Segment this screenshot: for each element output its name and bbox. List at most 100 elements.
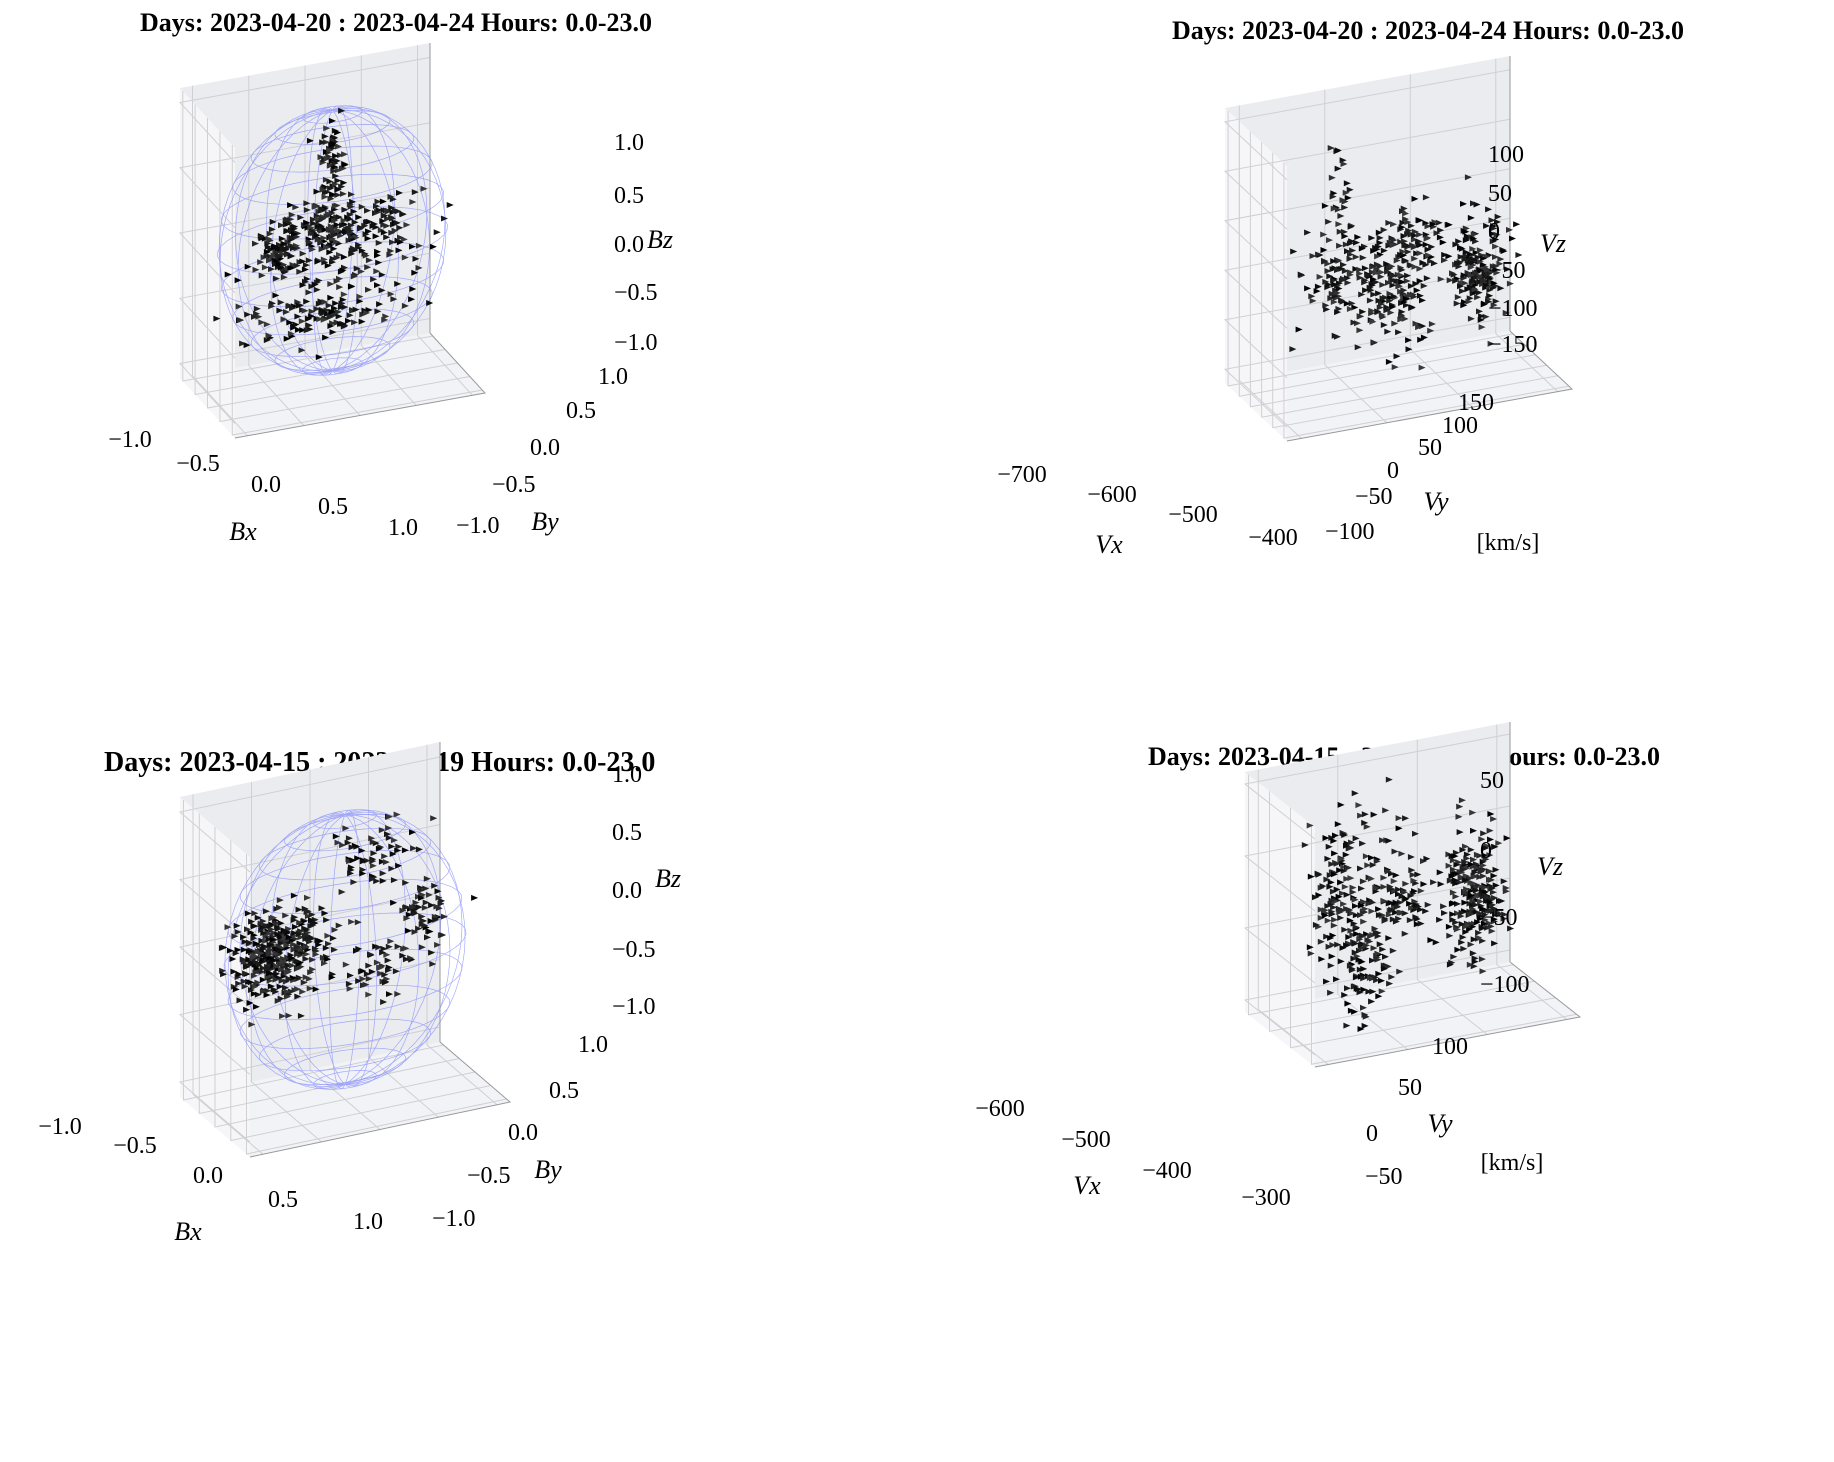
data-point xyxy=(277,920,285,927)
data-point xyxy=(1460,200,1467,207)
data-point xyxy=(316,938,324,944)
z-tick-label: 100 xyxy=(1488,142,1524,168)
data-point xyxy=(411,910,419,917)
data-point xyxy=(1340,261,1347,268)
data-point xyxy=(1478,956,1486,963)
data-point xyxy=(1417,336,1425,343)
data-point xyxy=(339,296,347,303)
data-point xyxy=(1509,235,1516,242)
data-point xyxy=(263,249,271,255)
data-point xyxy=(1317,938,1325,945)
data-point xyxy=(1450,900,1458,907)
data-point xyxy=(1328,911,1336,918)
data-point xyxy=(1452,870,1460,877)
data-point xyxy=(1353,930,1361,937)
data-point xyxy=(1349,247,1357,254)
data-point xyxy=(1387,899,1395,906)
data-point xyxy=(1472,270,1480,276)
data-point xyxy=(350,273,358,280)
y-tick-label: −50 xyxy=(1365,1164,1403,1190)
z-tick-label: 0.5 xyxy=(614,183,644,209)
data-point xyxy=(253,310,261,317)
data-point xyxy=(287,216,295,223)
data-point xyxy=(379,870,387,877)
data-point xyxy=(1356,313,1364,320)
grid-line-y xyxy=(207,118,458,409)
data-point xyxy=(1345,864,1352,871)
data-point xyxy=(1424,901,1432,908)
data-point xyxy=(1412,280,1420,287)
data-point xyxy=(303,327,311,334)
data-point xyxy=(374,282,381,289)
data-point xyxy=(1495,840,1503,847)
data-point xyxy=(318,215,326,222)
data-point xyxy=(272,950,280,957)
data-point xyxy=(1392,899,1400,906)
data-point xyxy=(1463,886,1471,893)
data-point xyxy=(429,961,437,967)
x-axis-label: Bx xyxy=(174,1217,202,1246)
data-point xyxy=(1352,912,1360,919)
data-point xyxy=(1391,320,1399,327)
data-point xyxy=(431,882,439,889)
sphere-longitude xyxy=(239,814,346,1085)
data-point xyxy=(1335,305,1343,312)
data-point xyxy=(1344,194,1352,201)
data-point xyxy=(428,902,436,909)
data-point xyxy=(250,990,258,997)
data-point xyxy=(252,240,259,247)
data-point xyxy=(1309,253,1317,259)
data-point xyxy=(1401,315,1409,322)
data-point xyxy=(1351,790,1359,797)
data-point xyxy=(1500,878,1508,885)
data-point xyxy=(294,986,302,993)
z-tick-label: −50 xyxy=(1488,258,1526,284)
data-point xyxy=(259,988,267,995)
data-point xyxy=(432,916,440,923)
data-point xyxy=(251,983,259,990)
data-point xyxy=(302,955,310,962)
data-point xyxy=(1473,851,1481,858)
data-point xyxy=(338,889,346,895)
data-point xyxy=(1480,255,1488,262)
data-point xyxy=(329,140,337,147)
panel-top-left: Days: 2023-04-20 : 2023-04-24 Hours: 0.0… xyxy=(0,0,860,700)
data-point xyxy=(1411,228,1419,235)
data-point xyxy=(1347,927,1355,934)
data-point xyxy=(339,222,347,229)
data-point xyxy=(1420,881,1428,888)
data-point xyxy=(328,308,336,315)
grid-line-y xyxy=(1227,110,1514,387)
data-point xyxy=(1337,914,1345,921)
data-point xyxy=(380,945,388,952)
data-point xyxy=(346,216,354,223)
data-point xyxy=(300,979,308,986)
data-point xyxy=(1487,340,1495,347)
data-point xyxy=(327,233,335,240)
data-point xyxy=(274,997,282,1004)
data-point xyxy=(373,268,381,275)
data-point xyxy=(1449,889,1457,896)
data-point xyxy=(297,1012,305,1019)
data-point xyxy=(1472,893,1480,900)
data-point xyxy=(1428,321,1436,327)
data-point xyxy=(310,220,318,227)
data-point xyxy=(258,937,266,944)
data-point xyxy=(1372,884,1380,891)
data-point xyxy=(317,239,325,246)
data-point xyxy=(278,966,285,973)
data-point xyxy=(332,152,340,159)
data-point xyxy=(354,855,362,862)
data-point xyxy=(1360,898,1367,905)
data-point xyxy=(257,259,265,266)
data-point xyxy=(375,239,383,246)
data-point xyxy=(339,165,347,172)
data-point xyxy=(420,185,428,192)
y-axis-label: By xyxy=(531,507,559,536)
data-point xyxy=(295,974,303,981)
data-point xyxy=(1357,1026,1365,1032)
data-point xyxy=(309,246,317,253)
data-point xyxy=(1326,237,1333,244)
data-point xyxy=(1343,180,1351,187)
data-point xyxy=(357,268,365,275)
